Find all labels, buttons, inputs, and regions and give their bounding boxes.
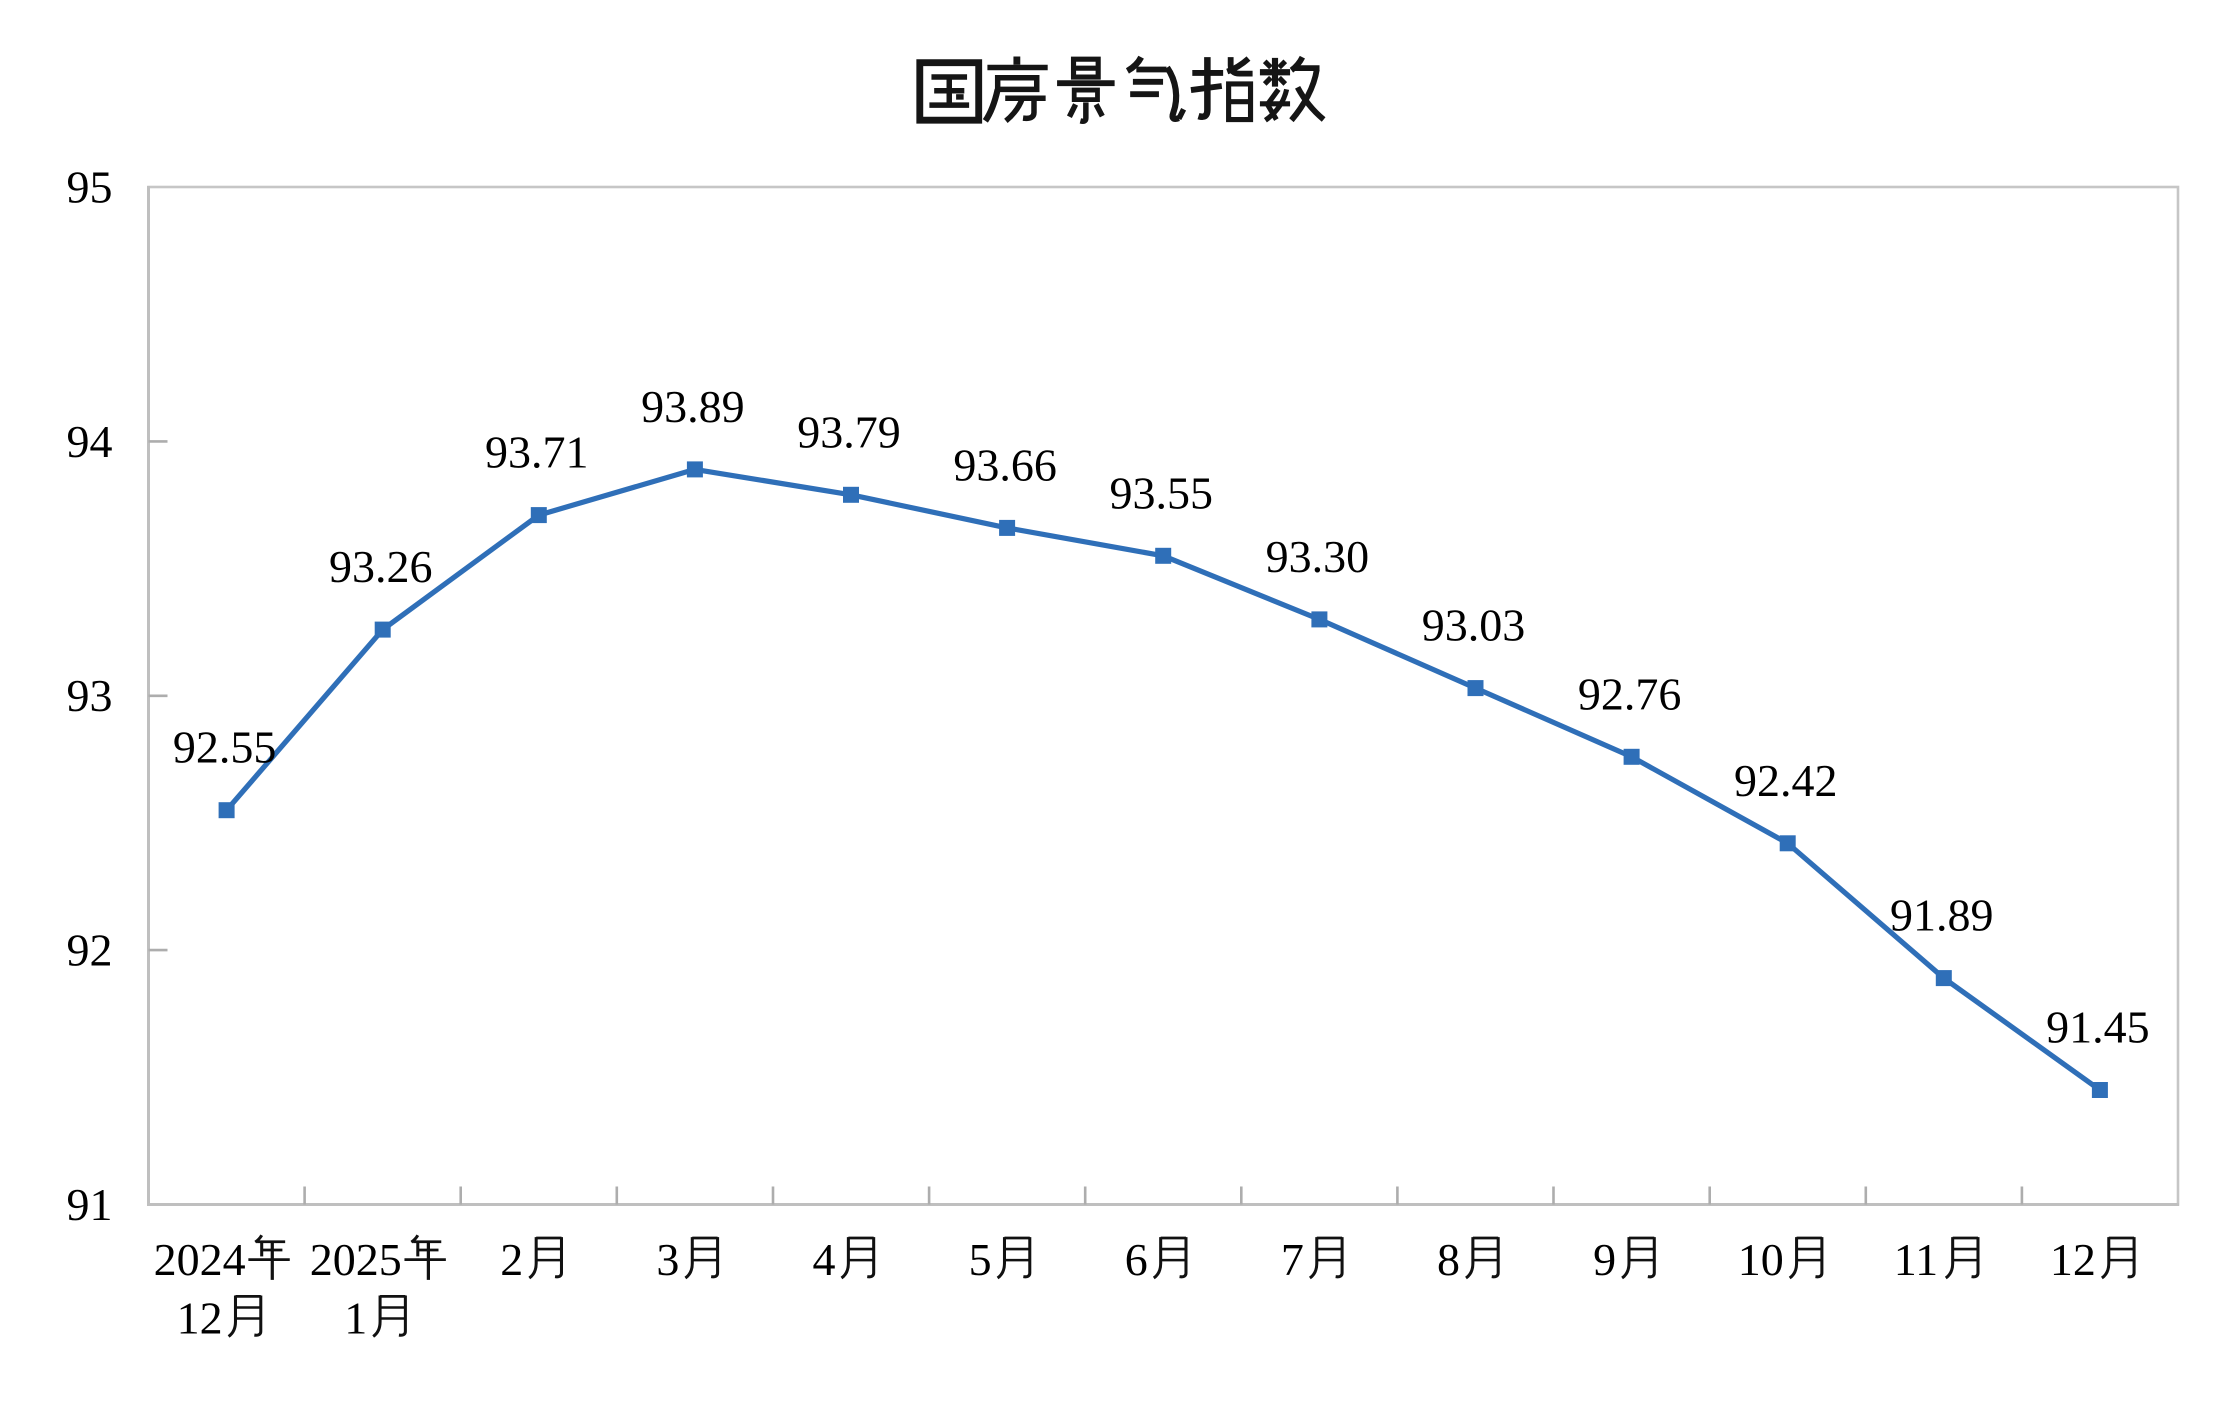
svg-text:5: 5: [969, 1234, 992, 1285]
svg-text:3: 3: [656, 1234, 679, 1285]
svg-text:94: 94: [67, 416, 113, 467]
svg-text:93: 93: [67, 670, 113, 721]
svg-text:92.55: 92.55: [173, 722, 277, 773]
svg-text:95: 95: [67, 162, 113, 213]
svg-text:6: 6: [1125, 1234, 1148, 1285]
svg-text:9: 9: [1593, 1234, 1616, 1285]
svg-text:93.30: 93.30: [1266, 531, 1370, 582]
svg-text:92.42: 92.42: [1734, 755, 1838, 806]
svg-text:91.89: 91.89: [1890, 890, 1994, 941]
svg-text:12: 12: [2050, 1234, 2096, 1285]
svg-text:93.89: 93.89: [641, 381, 745, 432]
svg-text:7: 7: [1281, 1234, 1304, 1285]
svg-text:2024: 2024: [154, 1234, 246, 1285]
svg-text:8: 8: [1437, 1234, 1460, 1285]
svg-text:93.71: 93.71: [485, 427, 589, 478]
svg-text:93.79: 93.79: [797, 406, 901, 457]
svg-text:4: 4: [813, 1234, 836, 1285]
svg-text:2: 2: [500, 1234, 523, 1285]
svg-text:93.03: 93.03: [1422, 600, 1526, 651]
svg-text:91.45: 91.45: [2046, 1002, 2150, 1053]
svg-text:1: 1: [344, 1293, 367, 1344]
svg-text:93.26: 93.26: [329, 541, 433, 592]
svg-text:92.76: 92.76: [1578, 668, 1682, 719]
svg-text:92: 92: [67, 925, 113, 976]
svg-text:93.55: 93.55: [1109, 467, 1213, 518]
svg-text:12: 12: [177, 1293, 223, 1344]
svg-text:2025: 2025: [310, 1234, 402, 1285]
svg-text:91: 91: [67, 1179, 113, 1230]
svg-text:10: 10: [1738, 1234, 1784, 1285]
svg-text:11: 11: [1894, 1234, 1938, 1285]
svg-text:93.66: 93.66: [953, 439, 1057, 490]
